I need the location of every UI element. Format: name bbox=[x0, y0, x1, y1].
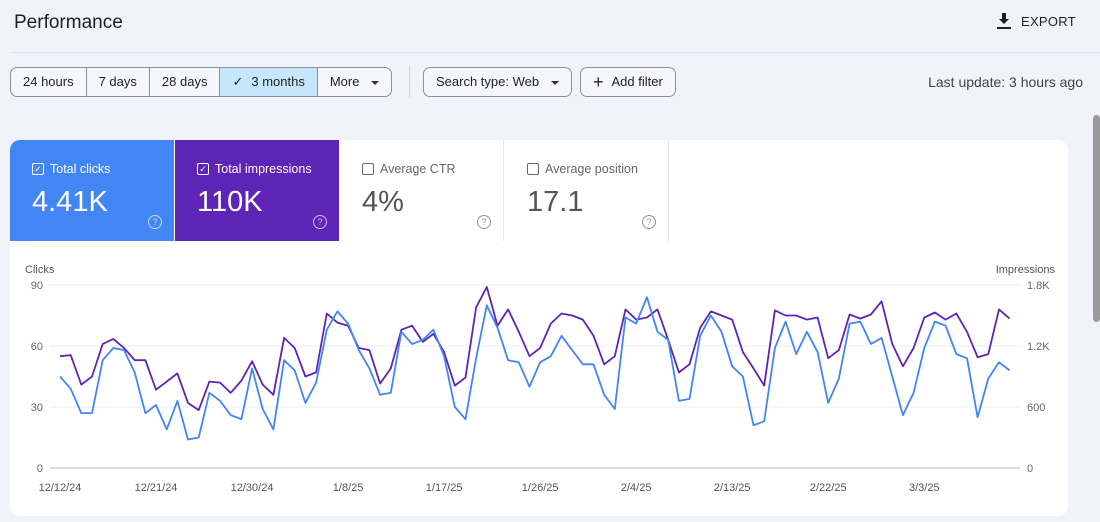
y-left-axis-title: Clicks bbox=[25, 264, 55, 276]
scrollbar[interactable] bbox=[1093, 115, 1100, 322]
export-label: EXPORT bbox=[1020, 13, 1076, 29]
plus-icon: + bbox=[593, 72, 604, 92]
performance-chart: Clicks Impressions 0 30 60 90 0 600 1.2K 1.8K 12/1… bbox=[25, 264, 1056, 494]
range-7-days[interactable]: 7 days bbox=[87, 68, 150, 96]
help-icon[interactable]: ? bbox=[148, 215, 162, 229]
y-right-tick-label: 0 bbox=[1027, 463, 1033, 475]
series-line-total-clicks bbox=[59, 296, 1011, 441]
metric-value: 17.1 bbox=[527, 186, 584, 218]
x-tick-label: 2/13/25 bbox=[714, 482, 751, 494]
export-button[interactable]: EXPORT bbox=[996, 13, 1076, 29]
y-right-tick-label: 1.8K bbox=[1027, 280, 1050, 292]
y-left-tick-label: 90 bbox=[31, 280, 43, 292]
page-title: Performance bbox=[14, 12, 123, 33]
x-tick-label: 12/21/24 bbox=[135, 482, 178, 494]
search-type-dropdown[interactable]: Search type: Web bbox=[423, 67, 573, 97]
y-left-tick-label: 30 bbox=[31, 402, 43, 414]
metric-label: Total clicks bbox=[50, 162, 111, 176]
checkbox-unchecked-icon[interactable] bbox=[362, 163, 374, 175]
y-left-tick-label: 60 bbox=[31, 341, 43, 353]
range-label: 28 days bbox=[161, 74, 208, 89]
metric-average-ctr[interactable]: Average CTR 4% ? bbox=[340, 140, 504, 241]
metric-value: 4.41K bbox=[32, 186, 108, 218]
y-left-tick-label: 0 bbox=[37, 463, 43, 475]
x-tick-label: 12/12/24 bbox=[39, 482, 82, 494]
check-icon: ✓ bbox=[232, 74, 244, 89]
series-line-total-impressions bbox=[59, 286, 1011, 412]
range-label: 3 months bbox=[251, 74, 305, 89]
x-tick-label: 3/3/25 bbox=[909, 482, 940, 494]
search-type-label: Search type: Web bbox=[436, 74, 540, 89]
checkbox-unchecked-icon[interactable] bbox=[527, 163, 539, 175]
help-icon[interactable]: ? bbox=[642, 215, 656, 229]
x-tick-label: 12/30/24 bbox=[231, 482, 274, 494]
metric-label: Total impressions bbox=[215, 162, 312, 176]
help-icon[interactable]: ? bbox=[313, 215, 327, 229]
checkbox-checked-icon[interactable]: ✓ bbox=[32, 163, 44, 175]
y-right-axis-title: Impressions bbox=[996, 264, 1056, 276]
x-tick-label: 1/26/25 bbox=[522, 482, 559, 494]
range-28-days[interactable]: 28 days bbox=[150, 68, 221, 96]
metric-value: 110K bbox=[197, 186, 263, 218]
metric-total-impressions[interactable]: ✓ Total impressions 110K ? bbox=[175, 140, 339, 241]
y-right-tick-label: 1.2K bbox=[1027, 341, 1050, 353]
metric-average-position[interactable]: Average position 17.1 ? bbox=[505, 140, 669, 241]
metric-label: Average position bbox=[545, 162, 638, 176]
checkbox-checked-icon[interactable]: ✓ bbox=[197, 163, 209, 175]
help-icon[interactable]: ? bbox=[477, 215, 491, 229]
range-3-months[interactable]: ✓ 3 months bbox=[220, 68, 318, 96]
x-tick-label: 2/22/25 bbox=[810, 482, 847, 494]
caret-down-icon bbox=[371, 80, 380, 85]
x-tick-label: 1/17/25 bbox=[426, 482, 463, 494]
add-filter-label: Add filter bbox=[611, 74, 663, 89]
metric-total-clicks[interactable]: ✓ Total clicks 4.41K ? bbox=[10, 140, 174, 241]
x-tick-label: 1/8/25 bbox=[333, 482, 364, 494]
date-range-selector: 24 hours 7 days 28 days ✓ 3 months More bbox=[10, 67, 393, 97]
divider bbox=[12, 52, 1100, 53]
caret-down-icon bbox=[551, 80, 560, 85]
range-label: 24 hours bbox=[23, 74, 74, 89]
range-label: 7 days bbox=[98, 74, 137, 89]
last-update-text: Last update: 3 hours ago bbox=[928, 74, 1083, 90]
x-tick-label: 2/4/25 bbox=[621, 482, 652, 494]
download-icon bbox=[996, 13, 1011, 29]
metric-value: 4% bbox=[362, 186, 404, 218]
range-label: More bbox=[329, 74, 360, 89]
range-24-hours[interactable]: 24 hours bbox=[11, 68, 87, 96]
range-more-dropdown[interactable]: More bbox=[318, 68, 392, 96]
metric-label: Average CTR bbox=[380, 162, 456, 176]
add-filter-button[interactable]: + Add filter bbox=[580, 67, 676, 97]
y-right-tick-label: 600 bbox=[1027, 402, 1045, 414]
toolbar-divider bbox=[409, 66, 410, 98]
